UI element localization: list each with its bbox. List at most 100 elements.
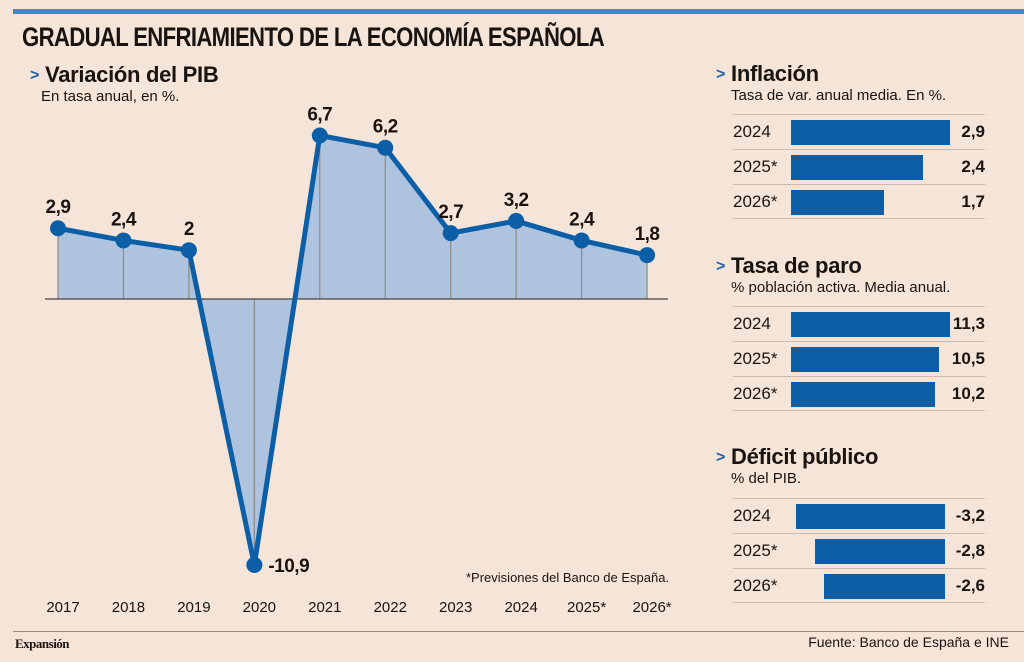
- x-tick-label: 2025*: [567, 599, 606, 616]
- inflacion-bar-chart: 2024 2,9 2025* 2,4 2026* 1,7: [733, 114, 985, 219]
- data-point: [246, 556, 263, 573]
- pib-series-line: [57, 133, 648, 568]
- pib-points-layer: [50, 127, 656, 573]
- inflacion-subtitle: Tasa de var. anual media. En %.: [731, 87, 947, 104]
- paro-bar-chart: 2024 11,3 2025* 10,5 2026* 10,2: [733, 306, 985, 411]
- x-tick-label: 2020: [243, 599, 276, 616]
- bar-value-label: 1,7: [961, 192, 985, 211]
- bar-category-label: 2026*: [733, 576, 778, 595]
- bar-category-label: 2024: [733, 506, 771, 525]
- pib-area-fill: [58, 135, 648, 565]
- bar: [823, 574, 945, 599]
- bar: [791, 155, 923, 180]
- bar: [791, 347, 939, 372]
- data-label: -10,9: [268, 556, 309, 577]
- paro-section-title: > Tasa de paro: [716, 253, 862, 279]
- source-note: Fuente: Banco de España e INE: [808, 634, 1009, 650]
- pib-subtitle: En tasa anual, en %.: [41, 88, 180, 105]
- bar-category-label: 2024: [733, 314, 771, 333]
- bar-category-label: 2025*: [733, 541, 778, 560]
- chevron-right-icon: >: [716, 66, 726, 83]
- bar: [791, 312, 950, 337]
- brand-logo: Expansión: [15, 636, 70, 651]
- pib-data-labels: 2,9 2,4 2 -10,9 6,7 6,2 2,7 3,2 2,4 1,8: [46, 105, 660, 577]
- x-tick-label: 2019: [177, 599, 210, 616]
- x-tick-label: 2017: [46, 599, 79, 616]
- x-tick-label: 2021: [308, 599, 341, 616]
- data-label: 2,4: [111, 209, 137, 230]
- deficit-subtitle: % del PIB.: [731, 470, 802, 487]
- data-point: [442, 225, 459, 242]
- footer-divider: [13, 631, 1024, 632]
- bar-row: 2026* -2,6: [733, 568, 985, 603]
- chevron-right-icon: >: [30, 67, 40, 84]
- bar-value-label: 2,9: [961, 122, 985, 141]
- deficit-bar-chart: 2024 -3,2 2025* -2,8 2026* -2,6: [733, 498, 985, 603]
- data-point: [180, 242, 197, 259]
- top-accent-bar: [13, 9, 1024, 14]
- pib-area-layer: [58, 135, 648, 565]
- bar-category-label: 2025*: [733, 349, 778, 368]
- data-label: 2: [184, 219, 194, 240]
- bar-row: 2024 2,9: [733, 114, 985, 149]
- forecast-note: *Previsiones del Banco de España.: [466, 570, 670, 585]
- bar-value-label: -2,8: [955, 541, 985, 560]
- deficit-title: Déficit público: [731, 444, 879, 469]
- bar-value-label: 10,5: [951, 349, 985, 368]
- bar-category-label: 2026*: [733, 192, 778, 211]
- data-point: [639, 247, 656, 264]
- pib-x-tick-labels: 2017 2018 2019 2020 2021 2022 2023 2024 2025* 202…: [46, 599, 671, 616]
- inflacion-section-title: > Inflación: [716, 61, 819, 87]
- data-point: [311, 127, 328, 144]
- paro-subtitle: % población activa. Media anual.: [731, 279, 951, 296]
- bar-value-label: -2,6: [955, 576, 985, 595]
- deficit-section-title: > Déficit público: [716, 444, 878, 470]
- pib-line-layer: [57, 133, 648, 568]
- bar: [791, 120, 950, 145]
- pib-title: Variación del PIB: [45, 62, 219, 87]
- bar-category-label: 2024: [733, 122, 771, 141]
- bar: [791, 190, 885, 215]
- x-tick-label: 2022: [374, 599, 407, 616]
- data-label: 2,9: [46, 197, 71, 218]
- pib-section-title: > Variación del PIB: [30, 62, 219, 88]
- bar-row: 2025* 2,4: [733, 149, 985, 184]
- chevron-right-icon: >: [716, 258, 726, 275]
- chevron-right-icon: >: [716, 449, 726, 466]
- bar-value-label: 10,2: [951, 384, 985, 403]
- paro-title: Tasa de paro: [731, 253, 862, 278]
- data-label: 3,2: [504, 190, 529, 211]
- data-point: [508, 212, 525, 229]
- data-point: [573, 232, 590, 249]
- bar-row: 2026* 1,7: [733, 184, 985, 219]
- bar-value-label: 11,3: [952, 314, 985, 333]
- data-point: [50, 220, 66, 237]
- bar-value-label: -3,2: [955, 506, 985, 525]
- data-label: 2,4: [569, 209, 595, 230]
- data-point: [377, 139, 394, 156]
- data-label: 6,7: [307, 105, 332, 126]
- bar-row: 2025* -2,8: [733, 533, 985, 568]
- bar-row: 2024 -3,2: [733, 498, 985, 533]
- main-title: GRADUAL ENFRIAMIENTO DE LA ECONOMÍA ESPA…: [22, 22, 605, 52]
- bar-category-label: 2025*: [733, 157, 778, 176]
- bar: [796, 504, 945, 529]
- bar-value-label: 2,4: [961, 157, 985, 176]
- x-tick-label: 2026*: [632, 599, 671, 616]
- data-label: 2,7: [438, 202, 463, 223]
- bar-category-label: 2026*: [733, 384, 778, 403]
- bar-row: 2026* 10,2: [733, 376, 985, 411]
- x-tick-label: 2024: [504, 599, 537, 616]
- bar-row: 2024 11,3: [733, 306, 985, 341]
- inflacion-title: Inflación: [731, 61, 819, 86]
- x-tick-label: 2023: [439, 599, 472, 616]
- data-label: 1,8: [635, 224, 660, 245]
- data-label: 6,2: [373, 117, 398, 138]
- bar-row: 2025* 10,5: [733, 341, 985, 376]
- bar: [791, 382, 935, 407]
- pib-drop-lines: [57, 135, 648, 565]
- data-point: [115, 232, 132, 249]
- x-tick-label: 2018: [112, 599, 145, 616]
- bar: [814, 539, 945, 564]
